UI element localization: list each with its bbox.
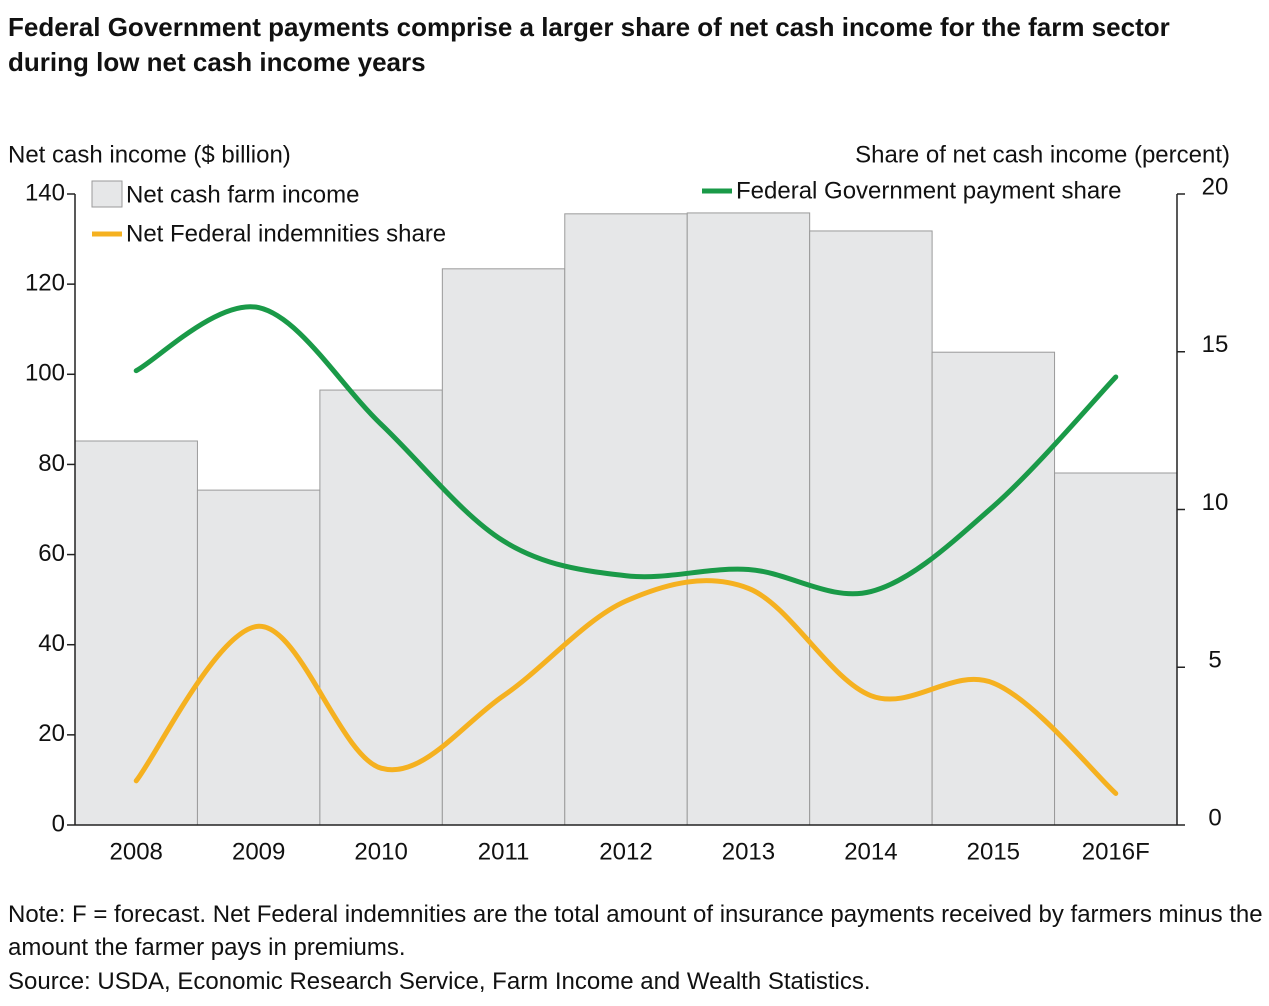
y2-axis-title: Share of net cash income (percent)	[855, 141, 1230, 168]
y-tick-label: 100	[25, 360, 65, 387]
chart-title: Federal Government payments comprise a l…	[8, 12, 1170, 77]
y2-tick-label: 10	[1202, 489, 1229, 516]
legend-label: Net Federal indemnities share	[126, 220, 446, 247]
bar	[74, 440, 198, 826]
x-tick-label: 2008	[110, 838, 163, 865]
y-tick-label: 120	[25, 269, 65, 296]
bar	[931, 351, 1056, 826]
y-tick-label: 140	[25, 179, 65, 206]
x-tick-label: 2009	[232, 838, 285, 865]
y2-tick-label: 5	[1208, 647, 1221, 674]
y-tick-label: 0	[52, 810, 65, 837]
legend-label: Net cash farm income	[126, 181, 359, 208]
legend-swatch	[91, 180, 123, 208]
line	[133, 304, 1119, 597]
bar	[809, 230, 933, 826]
x-tick-label: 2016F	[1082, 838, 1150, 865]
y2-tick-label: 0	[1208, 804, 1221, 831]
x-tick-label: 2012	[599, 838, 652, 865]
y-tick-label: 20	[38, 720, 65, 747]
y-axis-title: Net cash income ($ billion)	[8, 141, 291, 168]
y2-tick-label: 20	[1202, 173, 1229, 200]
legend-label: Federal Government payment share	[736, 177, 1122, 204]
x-tick-label: 2010	[354, 838, 407, 865]
x-tick-label: 2014	[844, 838, 897, 865]
x-tick-label: 2015	[967, 838, 1020, 865]
bar	[686, 212, 811, 826]
bar	[564, 213, 688, 826]
y-tick-label: 40	[38, 630, 65, 657]
note: Note: F = forecast. Net Federal indemnit…	[8, 901, 1263, 961]
y-tick-label: 60	[38, 540, 65, 567]
source: Source: USDA, Economic Research Service,…	[8, 968, 871, 995]
bar	[441, 268, 566, 826]
x-tick-label: 2011	[478, 838, 530, 865]
y2-tick-label: 15	[1202, 331, 1229, 358]
x-tick-label: 2013	[722, 838, 775, 865]
y-tick-label: 80	[38, 450, 65, 477]
line	[133, 578, 1119, 796]
bar	[1054, 472, 1178, 826]
